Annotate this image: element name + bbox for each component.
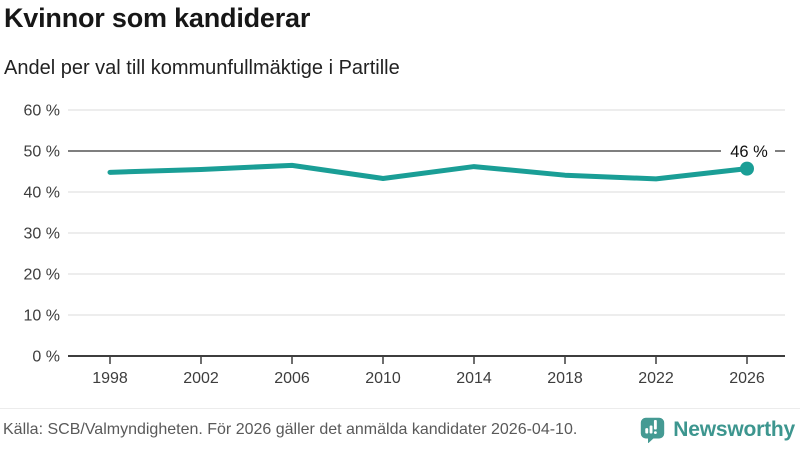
y-axis-tick-label: 10 % bbox=[24, 308, 60, 325]
newsworthy-logo: Newsworthy bbox=[639, 416, 795, 443]
x-axis-tick-label: 2006 bbox=[274, 370, 310, 387]
x-axis-tick-label: 1998 bbox=[92, 370, 128, 387]
y-axis-tick-label: 30 % bbox=[24, 226, 60, 243]
newsworthy-bubble-icon bbox=[641, 417, 665, 443]
chart-title: Kvinnor som kandiderar bbox=[4, 3, 311, 33]
x-axis-tick-label: 2010 bbox=[365, 370, 401, 387]
x-axis-tick-label: 2026 bbox=[729, 370, 765, 387]
y-axis-tick-label: 60 % bbox=[24, 103, 60, 120]
footer: Källa: SCB/Valmyndigheten. För 2026 gäll… bbox=[0, 408, 800, 450]
x-axis-tick-label: 2018 bbox=[547, 370, 583, 387]
data-line bbox=[107, 162, 750, 182]
y-axis-tick-label: 50 % bbox=[24, 144, 60, 161]
chart-subtitle: Andel per val till kommunfullmäktige i P… bbox=[4, 57, 400, 79]
x-axis-tick-label: 2014 bbox=[456, 370, 492, 387]
source-attribution: Källa: SCB/Valmyndigheten. För 2026 gäll… bbox=[3, 420, 578, 438]
line-chart: 0 % 10 % 20 % 30 % 40 % 50 % 60 % 1998 2002 2006 2… bbox=[24, 103, 785, 387]
value-label: 46 % bbox=[730, 143, 768, 161]
y-axis-tick-label: 20 % bbox=[24, 267, 60, 284]
y-axis-tick-label: 0 % bbox=[32, 349, 60, 366]
brand-name: Newsworthy bbox=[673, 417, 795, 441]
x-axis-tick-label: 2022 bbox=[638, 370, 674, 387]
y-axis-tick-label: 40 % bbox=[24, 185, 60, 202]
value-label-background bbox=[721, 141, 775, 161]
x-axis-tick-label: 2002 bbox=[183, 370, 219, 387]
data-point-2026 bbox=[740, 161, 754, 176]
